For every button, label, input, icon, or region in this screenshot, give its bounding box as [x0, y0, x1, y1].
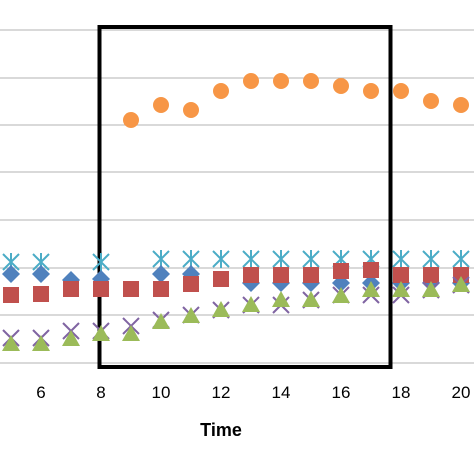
highlight-box-layer — [97, 25, 393, 369]
point-circle-9 — [393, 83, 409, 99]
point-asterisk-11 — [392, 250, 410, 268]
point-triangle-1 — [32, 335, 50, 351]
point-circle-8 — [363, 83, 379, 99]
point-circle-0 — [123, 112, 139, 128]
point-triangle-14 — [422, 281, 440, 297]
point-square-6 — [183, 276, 199, 292]
point-triangle-7 — [212, 301, 230, 317]
x-tick-labels: 6 8 10 12 14 16 18 20 — [36, 383, 470, 402]
point-asterisk-8 — [302, 250, 320, 268]
x-tick-label-16: 16 — [332, 383, 351, 402]
point-square-8 — [243, 267, 259, 283]
x-tick-label-6: 6 — [36, 383, 45, 402]
x-tick-label-20: 20 — [452, 383, 471, 402]
point-triangle-6 — [182, 307, 200, 323]
point-circle-1 — [153, 97, 169, 113]
point-square-13 — [393, 267, 409, 283]
x-axis-title: Time — [200, 420, 242, 440]
point-square-1 — [33, 286, 49, 302]
point-circle-3 — [213, 83, 229, 99]
point-asterisk-13 — [452, 250, 470, 268]
point-triangle-2 — [62, 330, 80, 346]
point-circle-2 — [183, 102, 199, 118]
point-circle-6 — [303, 73, 319, 89]
point-square-0 — [3, 287, 19, 303]
point-square-11 — [333, 263, 349, 279]
point-square-10 — [303, 267, 319, 283]
gridlines — [0, 29, 474, 364]
x-tick-label-10: 10 — [152, 383, 171, 402]
point-circle-4 — [243, 73, 259, 89]
point-square-14 — [423, 267, 439, 283]
point-triangle-4 — [122, 325, 140, 341]
point-diamond-1 — [32, 265, 50, 283]
x-tick-label-18: 18 — [392, 383, 411, 402]
point-square-5 — [153, 281, 169, 297]
point-square-3 — [93, 281, 109, 297]
highlight-box — [97, 25, 393, 369]
point-asterisk-7 — [272, 250, 290, 268]
point-asterisk-2 — [92, 253, 110, 271]
point-asterisk-6 — [242, 250, 260, 268]
point-circle-11 — [453, 97, 469, 113]
point-square-15 — [453, 267, 469, 283]
data-points — [2, 73, 470, 351]
point-triangle-13 — [392, 281, 410, 297]
point-square-2 — [63, 281, 79, 297]
point-triangle-8 — [242, 296, 260, 312]
x-tick-label-8: 8 — [96, 383, 105, 402]
point-diamond-0 — [2, 265, 20, 283]
point-circle-7 — [333, 78, 349, 94]
point-asterisk-12 — [422, 250, 440, 268]
point-triangle-11 — [332, 287, 350, 303]
point-circle-5 — [273, 73, 289, 89]
point-triangle-10 — [302, 291, 320, 307]
point-square-4 — [123, 281, 139, 297]
point-square-7 — [213, 271, 229, 287]
point-triangle-5 — [152, 313, 170, 329]
point-triangle-9 — [272, 291, 290, 307]
point-asterisk-5 — [212, 250, 230, 268]
point-triangle-12 — [362, 281, 380, 297]
point-triangle-3 — [92, 325, 110, 341]
point-square-12 — [363, 262, 379, 278]
point-square-9 — [273, 267, 289, 283]
point-circle-10 — [423, 93, 439, 109]
x-tick-label-14: 14 — [272, 383, 291, 402]
point-triangle-15 — [452, 276, 470, 292]
point-diamond-4 — [152, 265, 170, 283]
x-tick-label-12: 12 — [212, 383, 231, 402]
point-triangle-0 — [2, 335, 20, 351]
